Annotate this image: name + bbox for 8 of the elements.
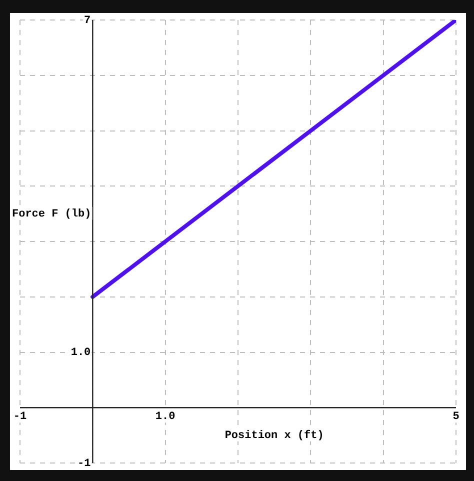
y-tick-label: -1 [77, 458, 92, 470]
y-axis-title: Force F (lb) [12, 208, 92, 221]
x-tick-label: 5 [452, 410, 460, 423]
x-axis-title: Position x (ft) [224, 429, 324, 442]
y-tick-label: 7 [84, 14, 91, 27]
x-tick-label: -1 [13, 410, 27, 423]
x-tick-label: 1.0 [155, 410, 176, 423]
y-tick-label: 1.0 [70, 347, 91, 360]
